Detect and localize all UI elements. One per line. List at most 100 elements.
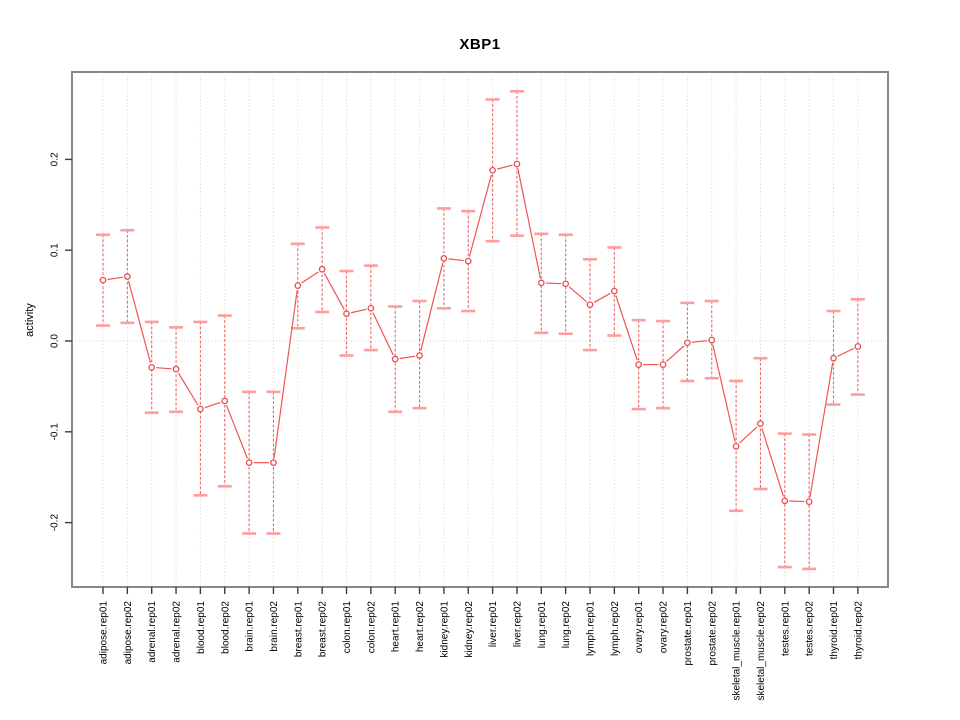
line-segment bbox=[273, 290, 298, 459]
data-point bbox=[99, 276, 107, 284]
line-segment bbox=[204, 401, 221, 409]
data-point bbox=[294, 282, 302, 289]
x-tick-label: skeletal_muscle.rep01 bbox=[732, 601, 743, 701]
x-tick-label: heart.rep01 bbox=[391, 601, 402, 653]
data-point bbox=[537, 279, 545, 287]
line-segment bbox=[496, 164, 513, 170]
line-segment bbox=[448, 258, 464, 262]
plot-box bbox=[71, 71, 889, 588]
data-point bbox=[659, 361, 667, 368]
line-segment bbox=[107, 276, 123, 281]
data-point bbox=[270, 459, 277, 467]
data-point bbox=[684, 339, 691, 347]
y-axis: -0.2 -0.1 0.0 0.1 0.2 bbox=[50, 152, 72, 532]
x-tick-label: breast.rep02 bbox=[318, 601, 329, 658]
line-segment bbox=[739, 426, 758, 444]
line-segment bbox=[593, 292, 611, 303]
x-tick-label: testes.rep02 bbox=[805, 601, 816, 656]
x-tick-label: adipose.rep02 bbox=[123, 601, 134, 665]
gridlines bbox=[72, 72, 888, 587]
x-tick-label: colon.rep01 bbox=[342, 601, 353, 654]
data-point bbox=[148, 363, 156, 371]
x-tick-label: liver.rep02 bbox=[512, 601, 523, 648]
x-tick-label: brain.rep02 bbox=[269, 601, 280, 652]
data-point bbox=[440, 255, 448, 262]
line-segment bbox=[399, 355, 416, 360]
data-point bbox=[367, 304, 375, 312]
data-point bbox=[197, 405, 204, 413]
data-point bbox=[245, 459, 253, 467]
line-segment bbox=[350, 308, 367, 314]
line-segment bbox=[545, 282, 562, 285]
data-point bbox=[781, 497, 789, 505]
data-point bbox=[343, 310, 350, 318]
line-segment bbox=[712, 344, 736, 442]
x-tick-label: blood.rep01 bbox=[196, 601, 207, 654]
line-segment bbox=[468, 174, 492, 257]
x-tick-label: thyroid.rep02 bbox=[853, 601, 864, 660]
x-tick-label: ovary.rep01 bbox=[634, 601, 645, 654]
y-tick-label: 0.0 bbox=[50, 334, 61, 348]
x-tick-label: lymph.rep02 bbox=[610, 601, 621, 656]
data-point bbox=[391, 355, 399, 363]
x-tick-label: kidney.rep02 bbox=[464, 601, 475, 658]
line-segment bbox=[301, 271, 319, 284]
x-tick-label: heart.rep02 bbox=[415, 601, 426, 653]
line-segment bbox=[225, 404, 248, 459]
line-segment bbox=[127, 280, 152, 364]
line-segment bbox=[837, 347, 854, 357]
line-segment bbox=[372, 312, 394, 356]
x-axis: adipose.rep01 adipose.rep02 adrenal.rep01 a… bbox=[99, 587, 864, 701]
x-tick-label: lymph.rep01 bbox=[586, 601, 597, 656]
x-tick-label: lung.rep01 bbox=[537, 601, 548, 649]
x-tick-label: thyroid.rep01 bbox=[829, 601, 840, 660]
data-point bbox=[708, 336, 716, 344]
data-point bbox=[124, 273, 131, 280]
chart-title: XBP1 bbox=[459, 36, 501, 53]
data-point bbox=[562, 280, 570, 288]
data-points bbox=[99, 160, 862, 506]
data-line bbox=[107, 164, 854, 503]
data-point bbox=[172, 365, 180, 373]
x-tick-label: lung.rep02 bbox=[561, 601, 572, 649]
data-point bbox=[586, 301, 594, 309]
line-segment bbox=[761, 427, 784, 497]
y-tick-label: 0.2 bbox=[50, 152, 61, 166]
x-tick-label: colon.rep02 bbox=[366, 601, 377, 654]
x-tick-label: adrenal.rep01 bbox=[147, 601, 158, 663]
line-segment bbox=[568, 286, 587, 303]
data-point bbox=[805, 498, 813, 506]
line-segment bbox=[691, 340, 708, 343]
x-tick-label: breast.rep01 bbox=[293, 601, 304, 658]
data-point bbox=[610, 287, 618, 295]
line-segment bbox=[517, 168, 541, 279]
x-tick-label: liver.rep01 bbox=[488, 601, 499, 648]
data-point bbox=[757, 420, 764, 427]
y-tick-label: -0.1 bbox=[50, 423, 61, 441]
line-segment bbox=[666, 345, 685, 362]
x-tick-label: blood.rep02 bbox=[220, 601, 231, 654]
error-bars bbox=[96, 90, 865, 571]
x-tick-label: prostate.rep01 bbox=[683, 601, 694, 666]
x-tick-label: adipose.rep01 bbox=[99, 601, 110, 665]
y-tick-label: 0.1 bbox=[50, 243, 61, 257]
data-point bbox=[854, 343, 862, 350]
line-segment bbox=[789, 500, 805, 503]
x-tick-label: ovary.rep02 bbox=[659, 601, 670, 654]
x-tick-label: skeletal_muscle.rep02 bbox=[756, 601, 767, 701]
data-point bbox=[635, 361, 643, 368]
data-point bbox=[318, 265, 326, 273]
line-segment bbox=[323, 273, 345, 311]
data-point bbox=[416, 352, 423, 359]
line-segment bbox=[420, 262, 444, 352]
y-tick-label: -0.2 bbox=[50, 514, 61, 532]
x-tick-label: adrenal.rep02 bbox=[172, 601, 183, 663]
data-point bbox=[513, 160, 521, 168]
x-tick-label: brain.rep01 bbox=[245, 601, 256, 652]
data-point bbox=[732, 442, 740, 450]
data-point bbox=[464, 257, 472, 265]
data-point bbox=[489, 166, 496, 174]
x-tick-label: testes.rep01 bbox=[780, 601, 791, 656]
